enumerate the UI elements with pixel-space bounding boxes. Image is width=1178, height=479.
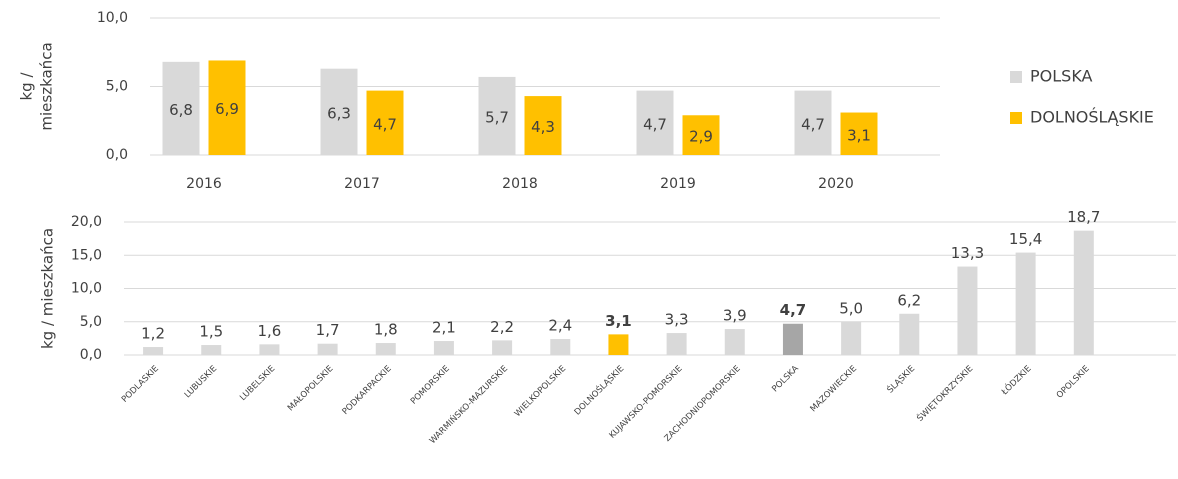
bar <box>794 90 832 155</box>
legend-swatch <box>1010 112 1022 124</box>
bar <box>550 339 571 355</box>
bar <box>782 323 803 355</box>
y-tick-label: 15,0 <box>71 247 102 263</box>
bar <box>201 345 222 355</box>
value-label: 3,9 <box>723 307 747 325</box>
x-tick-label: ŁÓDZKIE <box>998 362 1034 398</box>
value-label: 1,6 <box>257 322 281 340</box>
value-label: 1,2 <box>141 325 165 343</box>
bar <box>492 340 513 355</box>
x-tick-label: ŚWIĘTOKRZYSKIE <box>914 362 975 423</box>
value-label: 2,4 <box>548 317 572 335</box>
x-tick-label: WIELKOPOLSKIE <box>513 364 568 419</box>
bar <box>841 321 862 355</box>
x-tick-label: ŚLĄSKIE <box>884 362 917 395</box>
y-axis-label: mieszkańca <box>38 42 56 130</box>
value-label: 6,8 <box>169 101 193 119</box>
bar <box>666 333 687 355</box>
x-tick-label: MAZOWIECKIE <box>809 364 859 414</box>
y-tick-label: 0,0 <box>106 147 128 163</box>
x-tick-label: OPOLSKIE <box>1055 364 1092 401</box>
value-label: 2,2 <box>490 318 514 336</box>
y-tick-label: 0,0 <box>80 347 102 363</box>
value-label: 2,9 <box>689 128 713 146</box>
value-label: 5,0 <box>839 299 863 317</box>
x-tick-label: 2016 <box>186 176 222 192</box>
x-tick-label: 2019 <box>660 176 696 192</box>
x-tick-label: PODLASKIE <box>120 364 161 405</box>
bar <box>478 76 516 155</box>
y-axis-label: kg / <box>18 72 36 101</box>
bar <box>375 343 396 355</box>
x-tick-label: LUBUSKIE <box>183 364 219 400</box>
value-label: 5,7 <box>485 108 509 126</box>
bar <box>682 115 720 155</box>
bar <box>524 96 562 155</box>
bar <box>366 90 404 155</box>
bar <box>317 343 338 355</box>
value-label: 4,7 <box>373 115 397 133</box>
x-tick-label: POMORSKIE <box>409 364 452 407</box>
bar <box>259 344 280 355</box>
x-tick-label: POLSKA <box>770 364 801 395</box>
y-tick-label: 20,0 <box>71 214 102 230</box>
y-tick-label: 10,0 <box>71 281 102 297</box>
value-label: 2,1 <box>432 319 456 337</box>
value-label: 6,2 <box>897 291 921 309</box>
value-label: 13,3 <box>951 244 984 262</box>
y-tick-label: 5,0 <box>80 314 102 330</box>
value-label: 1,7 <box>316 321 340 339</box>
bar <box>608 334 629 355</box>
legend-label: DOLNOŚLĄSKIE <box>1030 108 1154 127</box>
x-tick-label: LUBELSKIE <box>238 364 277 403</box>
value-label: 4,3 <box>531 118 555 136</box>
value-label: 15,4 <box>1009 230 1042 248</box>
x-tick-label: PODKARPACKIE <box>341 364 394 417</box>
x-tick-label: MAŁOPOLSKIE <box>286 364 336 414</box>
legend-swatch <box>1010 71 1022 83</box>
value-label: 3,1 <box>605 312 632 330</box>
value-label: 6,9 <box>215 100 239 118</box>
x-tick-label: DOLNOŚLĄSKIE <box>571 362 626 417</box>
y-axis-label: kg / mieszkańca <box>39 228 57 349</box>
value-label: 4,7 <box>643 115 667 133</box>
bar <box>899 313 920 355</box>
value-label: 3,3 <box>665 311 689 329</box>
bar <box>162 61 200 156</box>
legend-label: POLSKA <box>1030 67 1093 86</box>
bar <box>636 90 674 155</box>
bar <box>433 341 454 355</box>
y-tick-label: 5,0 <box>106 79 128 95</box>
value-label: 4,7 <box>780 301 807 319</box>
bar <box>320 68 358 155</box>
x-tick-label: 2020 <box>818 176 854 192</box>
value-label: 1,8 <box>374 321 398 339</box>
x-tick-label: 2018 <box>502 176 538 192</box>
bar <box>143 347 164 355</box>
value-label: 4,7 <box>801 115 825 133</box>
y-tick-label: 10,0 <box>97 10 128 26</box>
bar <box>840 112 878 155</box>
value-label: 3,1 <box>847 126 871 144</box>
value-label: 18,7 <box>1067 208 1100 226</box>
bar <box>724 329 745 355</box>
value-label: 6,3 <box>327 104 351 122</box>
bar <box>1015 252 1036 355</box>
bar <box>1073 230 1094 355</box>
x-tick-label: 2017 <box>344 176 380 192</box>
value-label: 1,5 <box>199 323 223 341</box>
bar <box>208 60 246 155</box>
bar <box>957 266 978 355</box>
